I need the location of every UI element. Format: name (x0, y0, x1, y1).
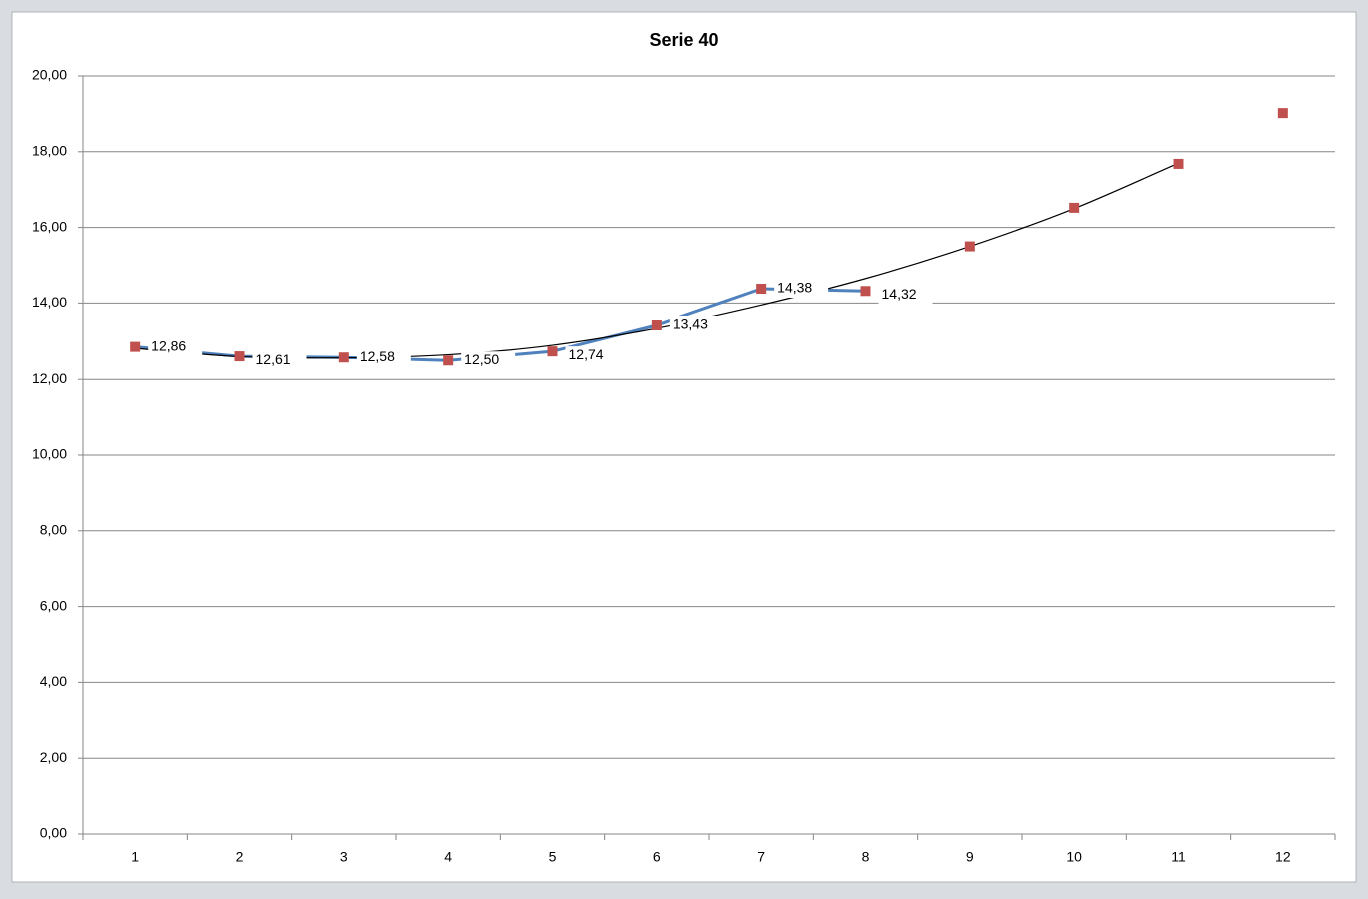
marker (756, 283, 767, 294)
x-tick-label: 10 (1066, 849, 1082, 865)
label-bg (878, 286, 933, 305)
x-tick-label: 7 (757, 849, 765, 865)
x-tick-label: 5 (549, 849, 557, 865)
y-tick-label: 12,00 (32, 370, 67, 386)
x-tick-label: 4 (444, 849, 452, 865)
x-tick-label: 9 (966, 849, 974, 865)
label-bg (148, 337, 203, 356)
y-tick-label: 2,00 (40, 749, 67, 765)
label-bg (774, 279, 829, 298)
data-label: 12,50 (464, 351, 499, 367)
data-label: 12,58 (360, 348, 395, 364)
data-label: 12,74 (569, 346, 604, 362)
x-tick-label: 11 (1171, 849, 1186, 865)
marker (234, 351, 245, 362)
marker (338, 352, 349, 363)
chart-title: Serie 40 (649, 30, 718, 50)
data-label: 13,43 (673, 316, 708, 332)
marker (547, 346, 558, 357)
y-tick-label: 14,00 (32, 294, 67, 310)
chart-area (11, 11, 1357, 883)
marker (651, 320, 662, 331)
marker (964, 241, 975, 252)
marker (860, 286, 871, 297)
y-tick-label: 0,00 (40, 825, 67, 841)
x-tick-label: 6 (653, 849, 661, 865)
y-tick-label: 20,00 (32, 67, 67, 83)
y-tick-label: 18,00 (32, 143, 67, 159)
marker (443, 355, 454, 366)
x-tick-label: 8 (862, 849, 870, 865)
y-tick-label: 10,00 (32, 446, 67, 462)
y-tick-label: 8,00 (40, 522, 67, 538)
x-tick-label: 3 (340, 849, 348, 865)
y-tick-label: 6,00 (40, 597, 67, 613)
label-bg (252, 351, 307, 370)
label-bg (356, 348, 411, 367)
x-tick-label: 1 (131, 849, 139, 865)
y-tick-label: 4,00 (40, 673, 67, 689)
marker (1069, 202, 1080, 213)
x-tick-label: 12 (1275, 849, 1291, 865)
marker (1277, 108, 1288, 119)
x-tick-label: 2 (236, 849, 244, 865)
y-tick-label: 16,00 (32, 218, 67, 234)
marker (130, 341, 141, 352)
label-bg (669, 316, 724, 335)
data-label: 12,61 (256, 351, 291, 367)
data-label: 14,38 (777, 280, 812, 296)
label-bg (565, 346, 620, 365)
data-label: 12,86 (151, 337, 186, 353)
data-label: 14,32 (882, 286, 917, 302)
marker (1173, 158, 1184, 169)
label-bg (461, 351, 516, 370)
